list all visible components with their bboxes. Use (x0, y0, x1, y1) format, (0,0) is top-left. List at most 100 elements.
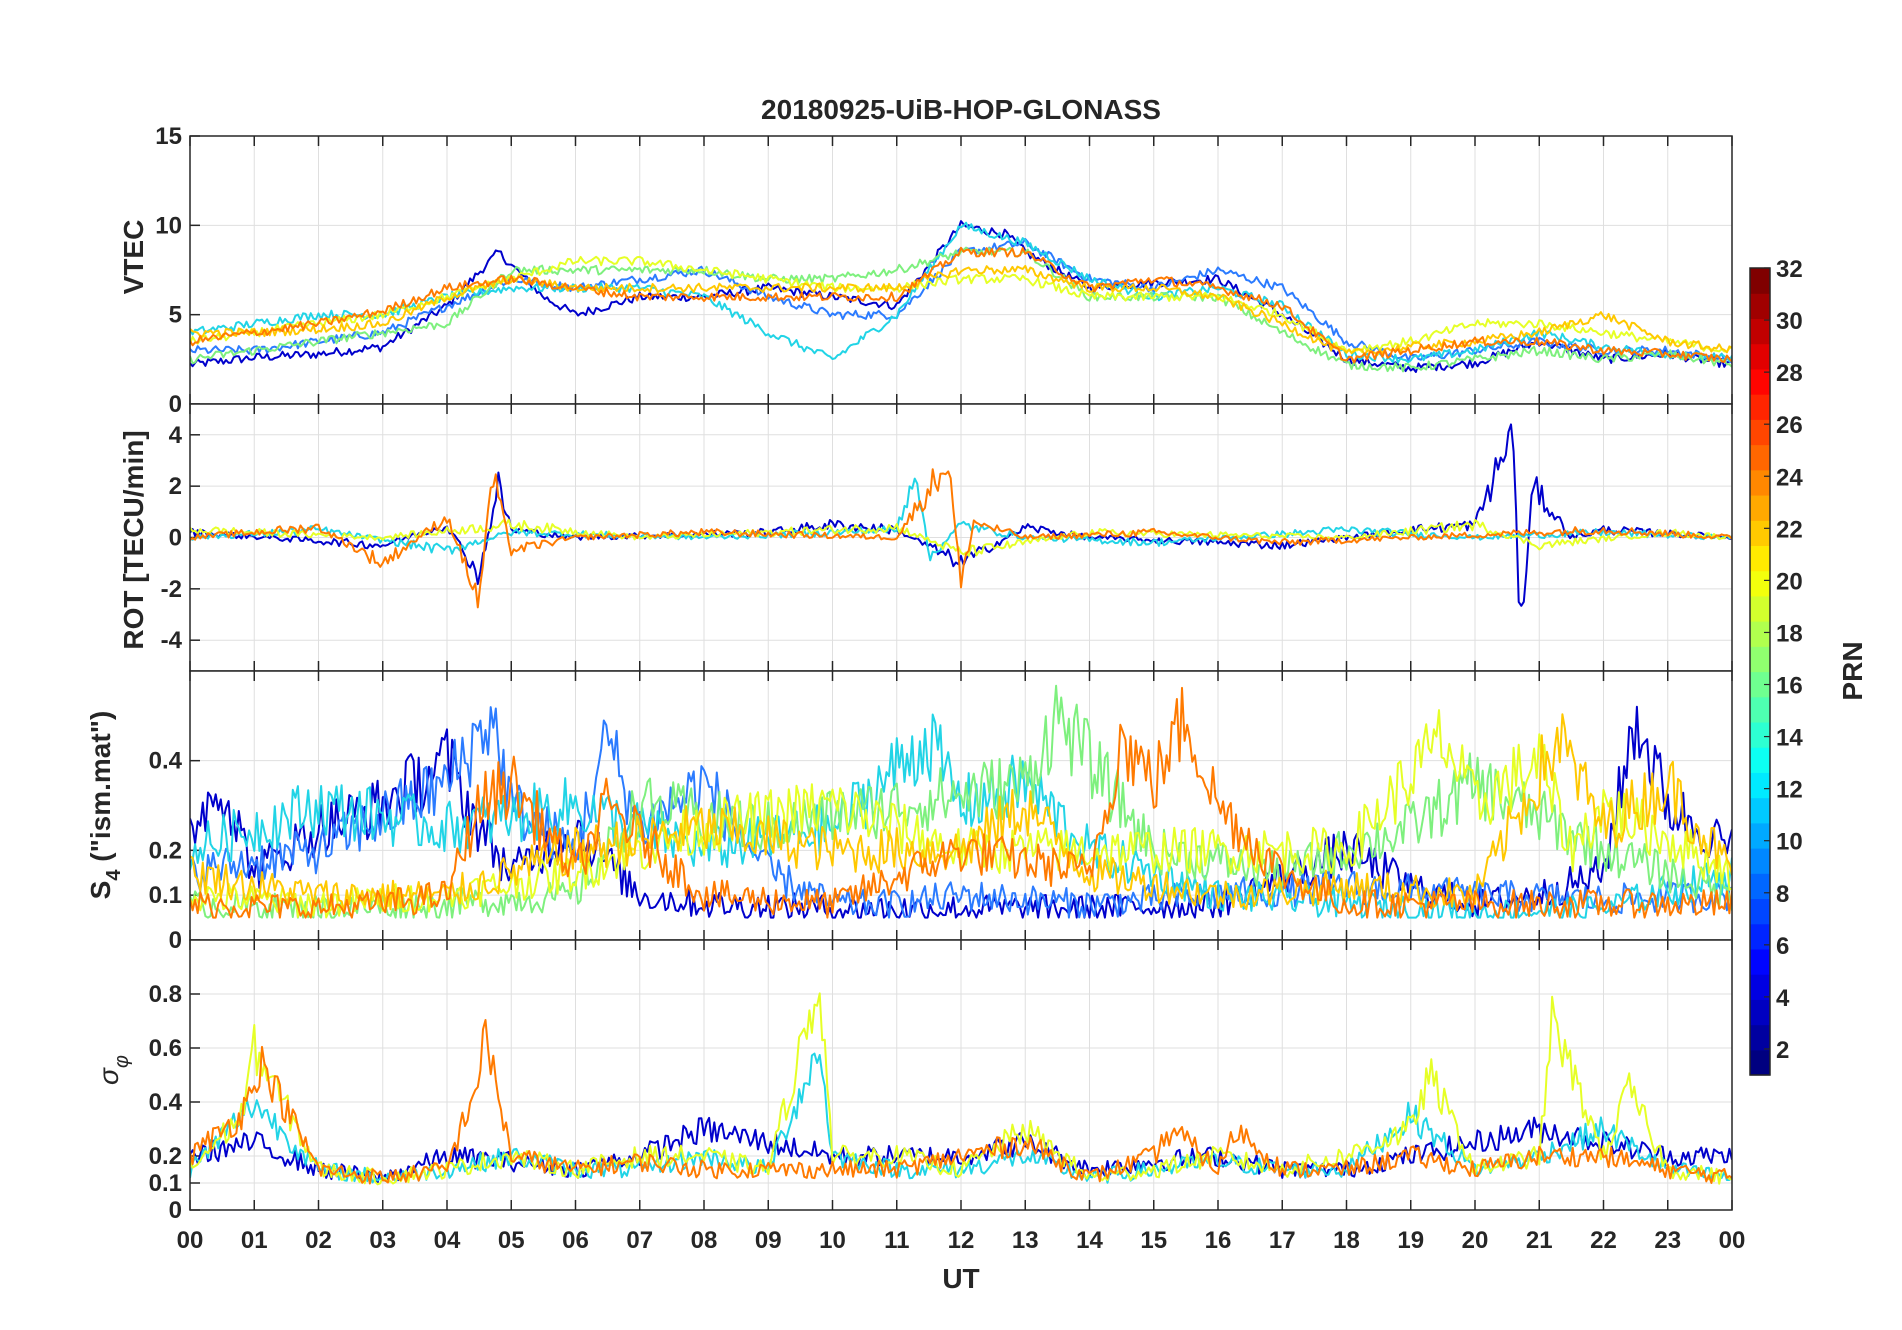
sigma-phi-ylabel: σφ (93, 1055, 133, 1085)
s4-ylabel-main: S (85, 881, 116, 900)
panel-rot: -4 -2 0 2 4 (161, 403, 1733, 672)
y-tick-label: 0 (169, 391, 182, 418)
y-tick-label: 0 (169, 1197, 182, 1224)
chart-title: 20180925-UiB-HOP-GLONASS (761, 94, 1161, 125)
colorbar-segment (1750, 848, 1770, 874)
colorbar-tick-label: 24 (1776, 464, 1803, 491)
vtec-series-prn-19 (190, 255, 1732, 354)
colorbar-tick-label: 18 (1776, 620, 1803, 647)
x-tick-label: 15 (1140, 1227, 1167, 1254)
y-tick-label: 0.1 (149, 1170, 182, 1197)
x-tick-label: 03 (369, 1227, 396, 1254)
colorbar-segment (1750, 595, 1770, 622)
series-group-vtec (190, 220, 1732, 373)
colorbar-tick-label: 28 (1776, 360, 1803, 387)
colorbar-segment (1750, 948, 1770, 975)
rot-series-prn-24 (190, 468, 1732, 609)
colorbar-segment (1750, 772, 1770, 799)
s4-series-prn-12 (190, 713, 1732, 919)
colorbar-segment (1750, 394, 1770, 420)
x-tick-label: 00 (1719, 1227, 1746, 1254)
y-tick-label: -4 (161, 627, 183, 654)
colorbar-segment (1750, 268, 1770, 294)
x-tick-label: 18 (1333, 1227, 1360, 1254)
x-tick-label: 16 (1205, 1227, 1232, 1254)
colorbar-segment (1750, 1049, 1770, 1076)
x-tick-label: 12 (948, 1227, 975, 1254)
y-tick-label: 5 (169, 302, 182, 329)
colorbar-label: PRN (1837, 641, 1868, 700)
x-tick-label: 09 (755, 1227, 782, 1254)
series-group-sigma_phi (190, 992, 1732, 1186)
colorbar-tick-label: 16 (1776, 673, 1803, 700)
colorbar-segment (1750, 293, 1770, 320)
s4-series-prn-15 (190, 684, 1732, 919)
colorbar-segment (1750, 1024, 1770, 1051)
x-tick-label: 17 (1269, 1227, 1296, 1254)
colorbar-segment (1750, 318, 1770, 345)
s4-ylabel: S4 ("ism.mat") (85, 711, 125, 900)
s4-series-prn-8 (190, 706, 1732, 919)
y-tick-label: 0.1 (149, 882, 182, 909)
colorbar-segment (1750, 797, 1770, 824)
x-tick-label: 21 (1526, 1227, 1553, 1254)
x-tick-label: 00 (177, 1227, 204, 1254)
y-tick-label: 0.2 (149, 837, 182, 864)
colorbar-segment (1750, 419, 1770, 446)
y-tick-label: 4 (169, 422, 183, 449)
colorbar-segment (1750, 570, 1770, 597)
colorbar-tick-label: 26 (1776, 412, 1803, 439)
vtec-series-prn-15 (190, 246, 1732, 373)
x-tick-label: 20 (1462, 1227, 1489, 1254)
s4-series-prn-24 (190, 686, 1732, 919)
colorbar-segment (1750, 494, 1770, 521)
colorbar-segment (1750, 873, 1770, 900)
colorbar-segment (1750, 822, 1770, 849)
series-group-rot (190, 423, 1732, 609)
colorbar-tick-label: 4 (1776, 985, 1790, 1012)
x-axis-label: UT (942, 1263, 979, 1294)
colorbar-tick-label: 32 (1776, 256, 1803, 283)
colorbar-segment (1750, 520, 1770, 547)
colorbar-segment (1750, 343, 1770, 370)
colorbar-tick-label: 30 (1776, 308, 1803, 335)
colorbar-tick-label: 22 (1776, 516, 1803, 543)
colorbar-segment (1750, 923, 1770, 950)
s4-ylabel-sub: 4 (103, 869, 125, 881)
y-tick-label: 0.2 (149, 1143, 182, 1170)
colorbar-segment (1750, 469, 1770, 496)
colorbar-segment (1750, 621, 1770, 647)
y-tick-label: 0.8 (149, 981, 182, 1008)
x-tick-label: 11 (884, 1227, 909, 1254)
x-tick-label: 22 (1590, 1227, 1617, 1254)
colorbar-segment (1750, 999, 1770, 1026)
x-tick-label: 19 (1397, 1227, 1424, 1254)
y-tick-label: 0.4 (149, 748, 183, 775)
vtec-ylabel: VTEC (118, 220, 149, 295)
vtec-series-prn-24 (190, 246, 1732, 364)
x-tick-label: 23 (1654, 1227, 1681, 1254)
x-tick-label: 04 (434, 1227, 461, 1254)
colorbar-frame (1749, 267, 1771, 1076)
rot-ylabel: ROT [TECU/min] (118, 430, 149, 649)
y-tick-label: 0.6 (149, 1035, 182, 1062)
axes-box-sigma_phi (189, 939, 1733, 1211)
x-tick-label: 14 (1076, 1227, 1103, 1254)
colorbar-segment (1750, 721, 1770, 748)
x-tick-label: 02 (305, 1227, 332, 1254)
y-tick-label: 15 (155, 123, 182, 150)
panel-sigma-phi: 00.10.2 0.4 0.6 0.8 (149, 939, 1733, 1224)
x-tick-label: 08 (691, 1227, 718, 1254)
colorbar-tick-label: 6 (1776, 933, 1789, 960)
x-tick-label: 07 (626, 1227, 653, 1254)
colorbar-segment (1750, 671, 1770, 698)
colorbar-tick-label: 8 (1776, 881, 1789, 908)
sigma-ylabel-sub: φ (111, 1055, 133, 1068)
y-tick-label: 0.4 (149, 1089, 183, 1116)
series-group-s4 (190, 684, 1732, 919)
colorbar-segment (1750, 545, 1770, 572)
rot-series-prn-19 (190, 518, 1732, 557)
colorbar-segment (1750, 696, 1770, 723)
